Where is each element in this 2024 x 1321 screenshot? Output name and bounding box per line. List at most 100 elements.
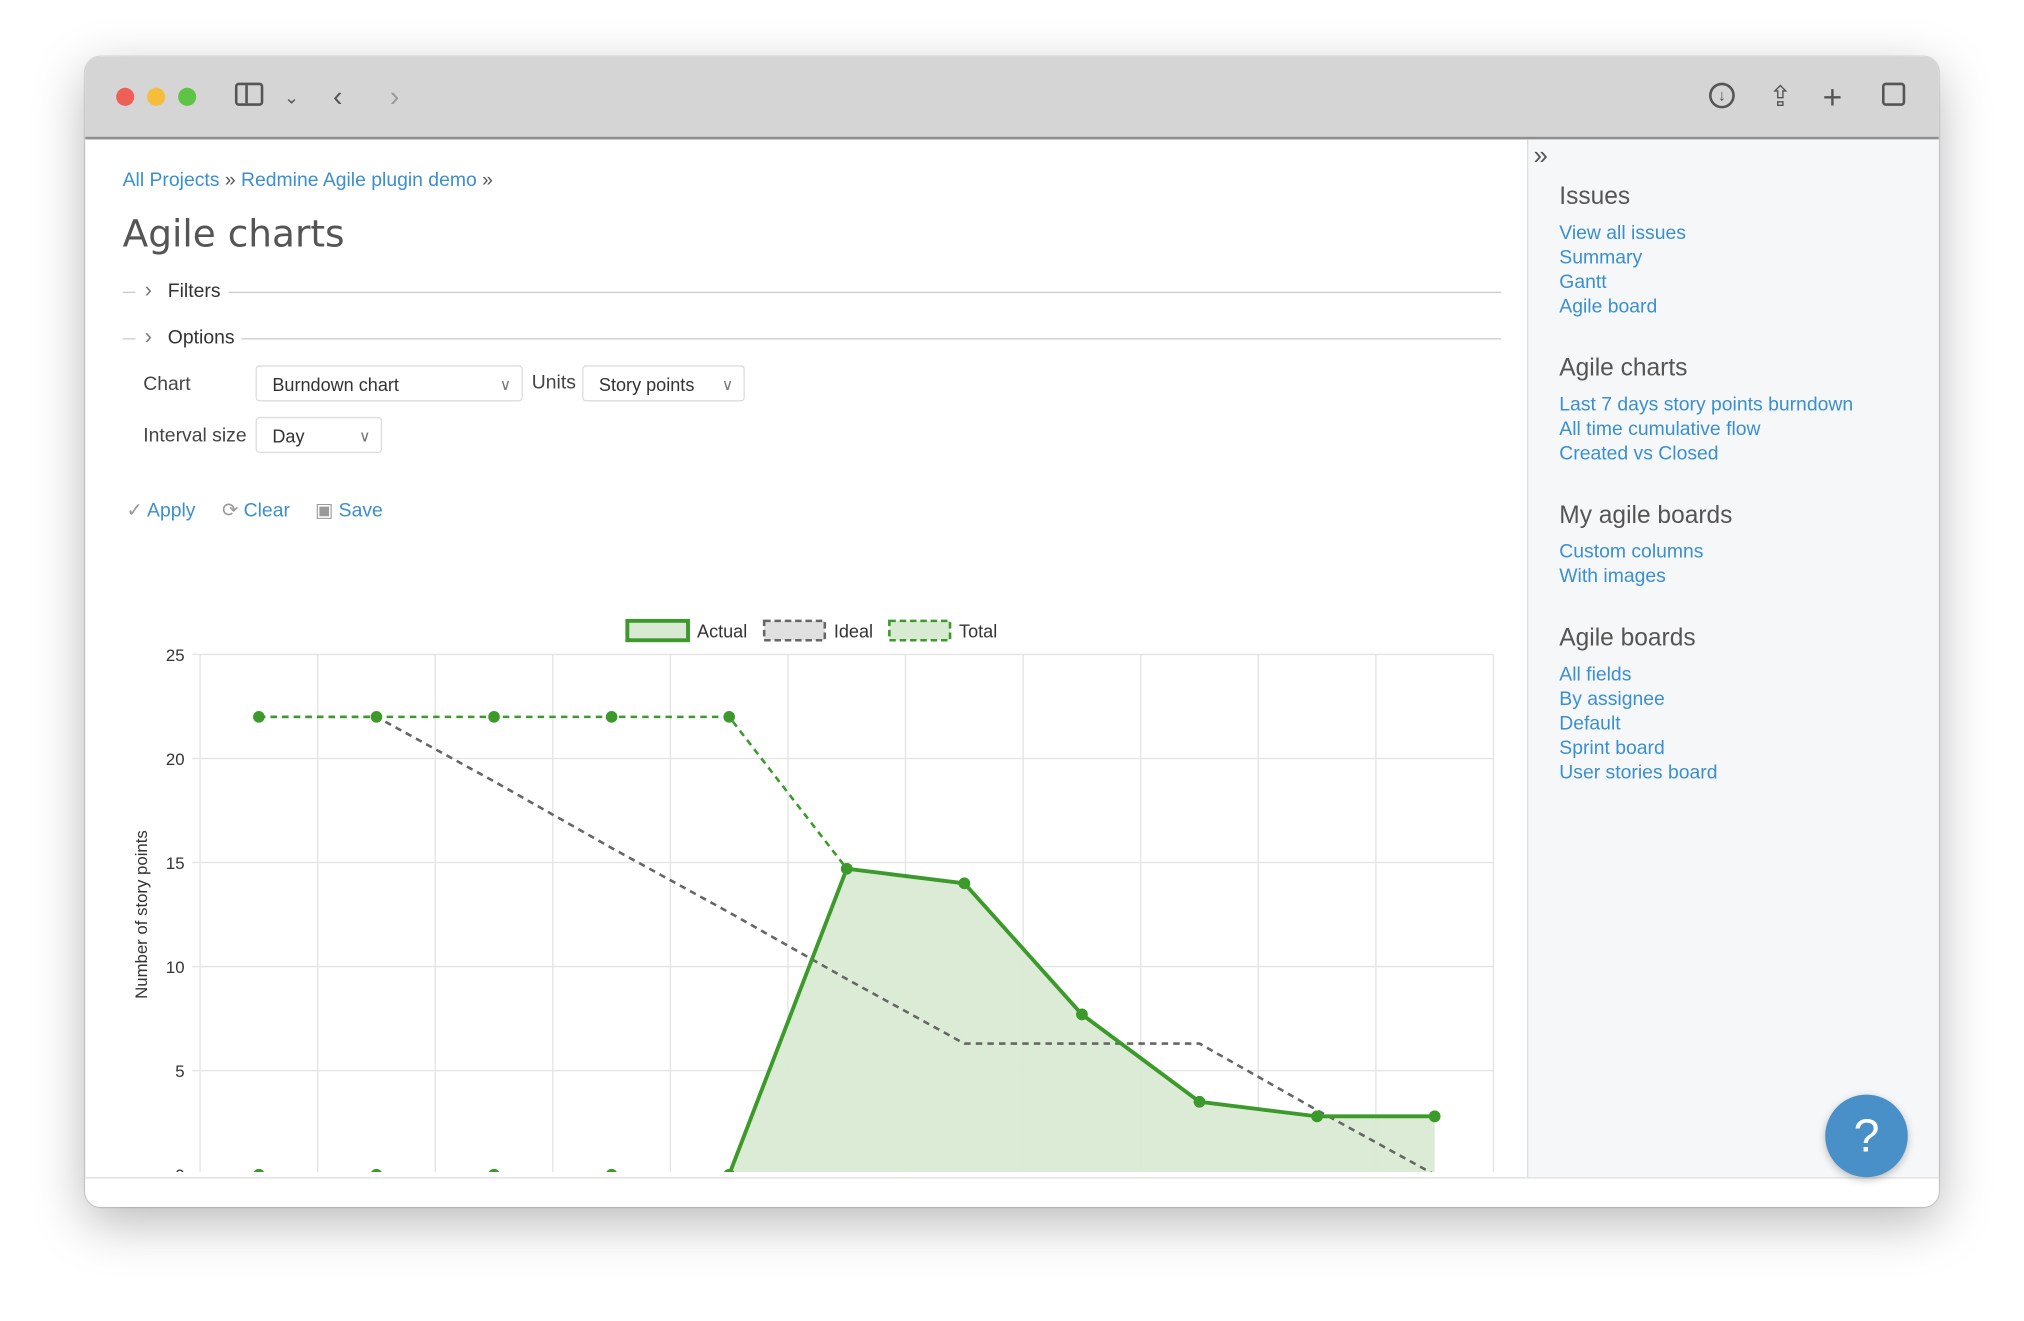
y-tick-label: 10 <box>166 958 185 977</box>
chevron-down-icon[interactable]: ⌄ <box>283 86 300 108</box>
options-toggle[interactable]: › Options <box>122 323 1502 351</box>
sidebar: » Issues View all issues Summary Gantt A… <box>1527 139 1939 1178</box>
forward-icon[interactable]: › <box>389 80 400 113</box>
interval-size-select[interactable]: Day ∨ <box>255 416 383 454</box>
main-content: All Projects » Redmine Agile plugin demo… <box>85 139 1527 1177</box>
y-tick-label: 0 <box>175 1166 184 1172</box>
legend-swatch-actual <box>625 618 690 643</box>
maximize-window-button[interactable] <box>178 87 197 106</box>
actual-point <box>606 1168 617 1173</box>
page-title: Agile charts <box>122 211 345 256</box>
reload-icon: ⟳ <box>222 499 239 522</box>
sidebar-heading-issues: Issues <box>1559 183 1631 211</box>
y-tick-label: 5 <box>175 1062 184 1081</box>
y-tick-label: 20 <box>166 750 185 769</box>
actual-point <box>1311 1110 1323 1123</box>
collapse-sidebar-icon[interactable]: » <box>1533 141 1548 171</box>
sidebar-heading-agile-charts: Agile charts <box>1559 354 1688 383</box>
sidebar-link[interactable]: By assignee <box>1559 687 1665 710</box>
sidebar-heading-agile-boards: Agile boards <box>1559 624 1696 652</box>
help-button[interactable]: ? <box>1825 1094 1908 1178</box>
breadcrumb-project[interactable]: Redmine Agile plugin demo <box>241 169 477 192</box>
ideal-line <box>258 715 1433 1173</box>
checkmark-icon: ✓ <box>126 499 143 522</box>
filters-label: Filters <box>167 280 221 303</box>
interval-size-label: Interval size <box>143 424 247 447</box>
total-point <box>253 711 265 723</box>
sidebar-heading-my-boards: My agile boards <box>1559 502 1733 530</box>
save-icon: ▣ <box>314 499 334 522</box>
footer-strip <box>85 1177 1939 1207</box>
actual-point <box>958 877 971 890</box>
sidebar-link[interactable]: Created vs Closed <box>1559 442 1719 465</box>
apply-label: Apply <box>147 499 196 522</box>
sidebar-link[interactable]: Sprint board <box>1559 737 1665 759</box>
options-label: Options <box>167 326 235 349</box>
tabs-overview-icon[interactable] <box>1881 82 1906 106</box>
actual-point <box>1428 1110 1441 1123</box>
total-point <box>723 711 735 723</box>
actual-point <box>371 1168 382 1173</box>
close-window-button[interactable] <box>116 87 135 106</box>
legend-label-total: Total <box>959 622 997 642</box>
share-icon[interactable]: ⇪ <box>1768 80 1793 113</box>
legend-swatch-total <box>888 619 952 642</box>
chevron-down-icon: ∨ <box>499 375 512 394</box>
chevron-right-icon: › <box>144 277 152 303</box>
actual-area <box>730 868 1435 1173</box>
sidebar-link[interactable]: Custom columns <box>1559 540 1704 563</box>
breadcrumb-separator: » <box>224 169 236 192</box>
filters-toggle[interactable]: › Filters <box>122 277 1502 305</box>
actual-point <box>253 1168 265 1173</box>
new-tab-icon[interactable]: + <box>1822 77 1843 117</box>
sidebar-link[interactable]: Summary <box>1559 246 1643 269</box>
minimize-window-button[interactable] <box>147 87 166 106</box>
total-point <box>370 711 383 723</box>
actual-point <box>840 862 853 875</box>
clear-button[interactable]: ⟳ Clear <box>222 498 290 522</box>
sidebar-link[interactable]: With images <box>1559 565 1666 588</box>
chevron-down-icon: ∨ <box>359 427 371 446</box>
chart-select[interactable]: Burndown chart ∨ <box>255 365 523 402</box>
chevron-down-icon: ∨ <box>721 375 734 394</box>
browser-toolbar: ⌄ ‹ › ↓ ⇪ + <box>85 56 1939 140</box>
chevron-right-icon: › <box>144 323 152 349</box>
units-select-value: Story points <box>598 374 695 395</box>
save-button[interactable]: ▣ Save <box>314 498 383 522</box>
apply-button[interactable]: ✓ Apply <box>126 498 196 522</box>
actual-point <box>488 1168 500 1173</box>
sidebar-link[interactable]: All time cumulative flow <box>1559 418 1761 441</box>
total-point <box>605 711 618 723</box>
legend-swatch-ideal <box>762 619 827 642</box>
download-icon[interactable]: ↓ <box>1709 82 1735 109</box>
sidebar-link[interactable]: View all issues <box>1559 222 1686 244</box>
chart-select-value: Burndown chart <box>272 374 399 395</box>
actual-point <box>1193 1095 1206 1108</box>
browser-window: ⌄ ‹ › ↓ ⇪ + All Projects » Redmine Agile… <box>85 56 1939 1207</box>
breadcrumb: All Projects » Redmine Agile plugin demo… <box>123 169 493 191</box>
units-label: Units <box>531 371 576 394</box>
legend-label-actual: Actual <box>697 622 747 642</box>
burndown-chart: 0510152025012345678910Number of story po… <box>132 618 1495 1173</box>
sidebar-link[interactable]: Agile board <box>1559 295 1658 318</box>
sidebar-link[interactable]: Default <box>1559 712 1621 735</box>
total-point <box>488 711 500 723</box>
back-icon[interactable]: ‹ <box>333 80 343 113</box>
units-select[interactable]: Story points ∨ <box>582 365 745 402</box>
y-tick-label: 25 <box>166 646 185 665</box>
sidebar-link[interactable]: User stories board <box>1559 761 1718 784</box>
sidebar-link[interactable]: Last 7 days story points burndown <box>1559 393 1854 416</box>
breadcrumb-separator: » <box>482 169 493 192</box>
sidebar-link[interactable]: All fields <box>1559 663 1632 686</box>
sidebar-link[interactable]: Gantt <box>1559 271 1607 294</box>
y-tick-label: 15 <box>166 854 185 873</box>
actual-point <box>1076 1008 1088 1021</box>
sidebar-toggle-icon[interactable] <box>234 82 264 106</box>
y-axis-label: Number of story points <box>132 830 151 999</box>
legend-label-ideal: Ideal <box>834 622 873 642</box>
chart-label: Chart <box>143 373 191 395</box>
interval-select-value: Day <box>272 425 305 447</box>
actual-point <box>723 1168 735 1173</box>
save-label: Save <box>338 499 383 522</box>
breadcrumb-all-projects[interactable]: All Projects <box>122 169 220 192</box>
